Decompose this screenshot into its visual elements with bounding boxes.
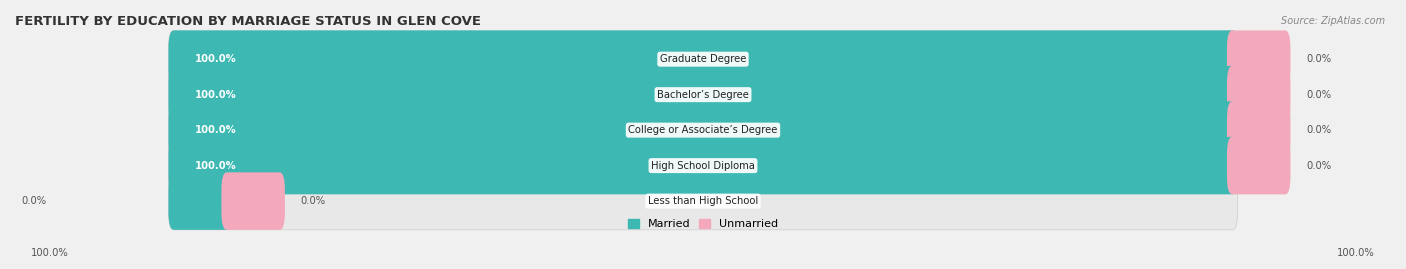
FancyBboxPatch shape: [169, 172, 1237, 230]
Legend: Married, Unmarried: Married, Unmarried: [623, 214, 783, 234]
FancyBboxPatch shape: [169, 137, 1237, 194]
FancyBboxPatch shape: [1227, 137, 1291, 194]
Text: 0.0%: 0.0%: [1306, 90, 1331, 100]
FancyBboxPatch shape: [169, 66, 1237, 123]
FancyBboxPatch shape: [169, 101, 1237, 159]
Text: 100.0%: 100.0%: [195, 161, 236, 171]
Text: 0.0%: 0.0%: [1306, 161, 1331, 171]
Text: Graduate Degree: Graduate Degree: [659, 54, 747, 64]
Text: 0.0%: 0.0%: [1306, 125, 1331, 135]
FancyBboxPatch shape: [169, 172, 232, 230]
FancyBboxPatch shape: [1227, 30, 1291, 88]
FancyBboxPatch shape: [169, 30, 1237, 88]
FancyBboxPatch shape: [169, 101, 1237, 159]
FancyBboxPatch shape: [221, 172, 285, 230]
FancyBboxPatch shape: [1227, 66, 1291, 123]
Text: Source: ZipAtlas.com: Source: ZipAtlas.com: [1281, 16, 1385, 26]
Text: 100.0%: 100.0%: [195, 54, 236, 64]
FancyBboxPatch shape: [1227, 101, 1291, 159]
Text: 100.0%: 100.0%: [195, 90, 236, 100]
FancyBboxPatch shape: [169, 137, 1237, 194]
Text: Bachelor’s Degree: Bachelor’s Degree: [657, 90, 749, 100]
Text: Less than High School: Less than High School: [648, 196, 758, 206]
Text: 0.0%: 0.0%: [1306, 54, 1331, 64]
Text: 0.0%: 0.0%: [21, 196, 46, 206]
Text: FERTILITY BY EDUCATION BY MARRIAGE STATUS IN GLEN COVE: FERTILITY BY EDUCATION BY MARRIAGE STATU…: [15, 15, 481, 28]
FancyBboxPatch shape: [169, 66, 1237, 123]
Text: 0.0%: 0.0%: [301, 196, 326, 206]
Text: High School Diploma: High School Diploma: [651, 161, 755, 171]
FancyBboxPatch shape: [169, 30, 1237, 88]
Text: 100.0%: 100.0%: [195, 125, 236, 135]
Text: 100.0%: 100.0%: [1337, 248, 1375, 258]
Text: College or Associate’s Degree: College or Associate’s Degree: [628, 125, 778, 135]
Text: 100.0%: 100.0%: [31, 248, 69, 258]
